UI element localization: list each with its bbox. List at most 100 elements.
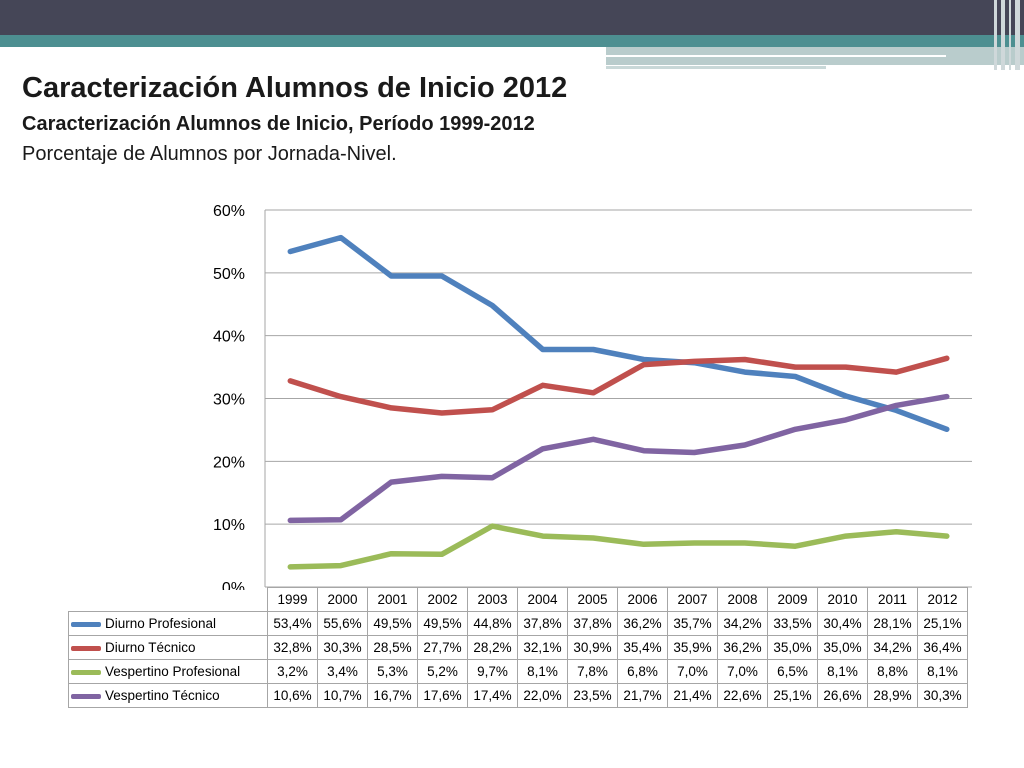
data-label: 35,9% xyxy=(667,635,718,660)
data-label: 6,5% xyxy=(767,659,818,684)
data-label: 32,8% xyxy=(267,635,318,660)
x-tick-label: 2009 xyxy=(767,587,818,612)
data-label: 34,2% xyxy=(867,635,918,660)
data-label: 30,3% xyxy=(917,683,968,708)
table-corner xyxy=(68,587,268,612)
x-tick-label: 2000 xyxy=(317,587,368,612)
data-label: 22,0% xyxy=(517,683,568,708)
y-tick-label: 0% xyxy=(222,580,245,590)
legend-entry: Vespertino Técnico xyxy=(68,683,268,708)
legend-key xyxy=(71,645,101,651)
legend-label: Diurno Técnico xyxy=(105,640,196,655)
data-label: 10,6% xyxy=(267,683,318,708)
legend-key xyxy=(71,621,101,627)
data-label: 25,1% xyxy=(767,683,818,708)
data-label: 55,6% xyxy=(317,611,368,636)
decorative-line xyxy=(606,66,826,69)
x-tick-label: 2010 xyxy=(817,587,868,612)
series-line-diurno-t-cnico xyxy=(287,355,950,416)
data-label: 28,5% xyxy=(367,635,418,660)
data-label: 28,1% xyxy=(867,611,918,636)
legend-label: Diurno Profesional xyxy=(105,616,217,631)
table-row: Diurno Profesional 53,4% 55,6% 49,5% 49,5% 44… xyxy=(68,611,968,636)
data-label: 30,3% xyxy=(317,635,368,660)
y-tick-label: 30% xyxy=(213,392,245,409)
x-tick-label: 2002 xyxy=(417,587,468,612)
decorative-line xyxy=(606,55,946,57)
x-tick-label: 2006 xyxy=(617,587,668,612)
data-label: 28,2% xyxy=(467,635,518,660)
legend-label: Vespertino Profesional xyxy=(105,664,241,679)
legend-label: Vespertino Técnico xyxy=(105,688,220,703)
data-label: 7,8% xyxy=(567,659,618,684)
data-label: 3,2% xyxy=(267,659,318,684)
header-band xyxy=(0,0,1024,35)
accent-band xyxy=(0,35,1024,47)
data-label: 30,9% xyxy=(567,635,618,660)
x-tick-label: 2007 xyxy=(667,587,718,612)
data-label: 35,0% xyxy=(767,635,818,660)
data-label: 8,1% xyxy=(517,659,568,684)
data-label: 44,8% xyxy=(467,611,518,636)
legend-key xyxy=(71,669,101,675)
data-label: 7,0% xyxy=(717,659,768,684)
data-label: 6,8% xyxy=(617,659,668,684)
data-label: 21,4% xyxy=(667,683,718,708)
chart-description: Porcentaje de Alumnos por Jornada-Nivel. xyxy=(22,143,397,165)
x-tick-label: 2012 xyxy=(917,587,968,612)
data-label: 36,4% xyxy=(917,635,968,660)
chart-subtitle: Caracterización Alumnos de Inicio, Perío… xyxy=(22,113,535,135)
x-tick-label: 2008 xyxy=(717,587,768,612)
legend-entry: Diurno Profesional xyxy=(68,611,268,636)
table-row: Vespertino Profesional 3,2% 3,4% 5,3% 5,2% 9,… xyxy=(68,659,968,684)
y-tick-label: 20% xyxy=(213,454,245,471)
data-label: 27,7% xyxy=(417,635,468,660)
y-tick-label: 40% xyxy=(213,329,245,346)
data-label: 16,7% xyxy=(367,683,418,708)
slide-title: Caracterización Alumnos de Inicio 2012 xyxy=(22,72,568,104)
data-label: 5,3% xyxy=(367,659,418,684)
x-tick-label: 2004 xyxy=(517,587,568,612)
data-label: 37,8% xyxy=(567,611,618,636)
x-tick-label: 2003 xyxy=(467,587,518,612)
x-tick-label: 1999 xyxy=(267,587,318,612)
y-tick-label: 10% xyxy=(213,517,245,534)
legend-key xyxy=(71,693,101,699)
data-label: 17,6% xyxy=(417,683,468,708)
series-line-vespertino-profesional xyxy=(287,523,950,570)
data-label: 8,8% xyxy=(867,659,918,684)
data-label: 30,4% xyxy=(817,611,868,636)
y-tick-label: 50% xyxy=(213,266,245,283)
data-label: 49,5% xyxy=(367,611,418,636)
data-label: 10,7% xyxy=(317,683,368,708)
data-label: 36,2% xyxy=(717,635,768,660)
data-label: 5,2% xyxy=(417,659,468,684)
data-label: 36,2% xyxy=(617,611,668,636)
data-label: 53,4% xyxy=(267,611,318,636)
data-label: 8,1% xyxy=(817,659,868,684)
x-tick-label: 2001 xyxy=(367,587,418,612)
legend-entry: Diurno Técnico xyxy=(68,635,268,660)
data-label: 35,7% xyxy=(667,611,718,636)
data-label: 17,4% xyxy=(467,683,518,708)
data-label: 22,6% xyxy=(717,683,768,708)
data-label: 26,6% xyxy=(817,683,868,708)
line-chart: 0% 10% 20% 30% 40% 50% 60% xyxy=(213,203,972,590)
data-label: 33,5% xyxy=(767,611,818,636)
series-line-diurno-profesional xyxy=(287,234,950,433)
x-tick-label: 2011 xyxy=(867,587,918,612)
y-tick-label: 60% xyxy=(213,203,245,220)
data-label: 9,7% xyxy=(467,659,518,684)
series-line-vespertino-t-cnico xyxy=(287,393,950,524)
decorative-stripes xyxy=(992,0,1024,70)
data-label: 49,5% xyxy=(417,611,468,636)
data-label: 34,2% xyxy=(717,611,768,636)
table-row: Diurno Técnico 32,8% 30,3% 28,5% 27,7% 28,2% 3… xyxy=(68,635,968,660)
x-tick-label: 2005 xyxy=(567,587,618,612)
data-label: 35,0% xyxy=(817,635,868,660)
table-header-row: 1999 2000 2001 2002 2003 2004 2005 2006 2007 2008… xyxy=(68,587,968,612)
legend-entry: Vespertino Profesional xyxy=(68,659,268,684)
data-table: 1999 2000 2001 2002 2003 2004 2005 2006 2007 2008… xyxy=(68,587,968,708)
table-row: Vespertino Técnico 10,6% 10,7% 16,7% 17,6% 17… xyxy=(68,683,968,708)
data-label: 23,5% xyxy=(567,683,618,708)
